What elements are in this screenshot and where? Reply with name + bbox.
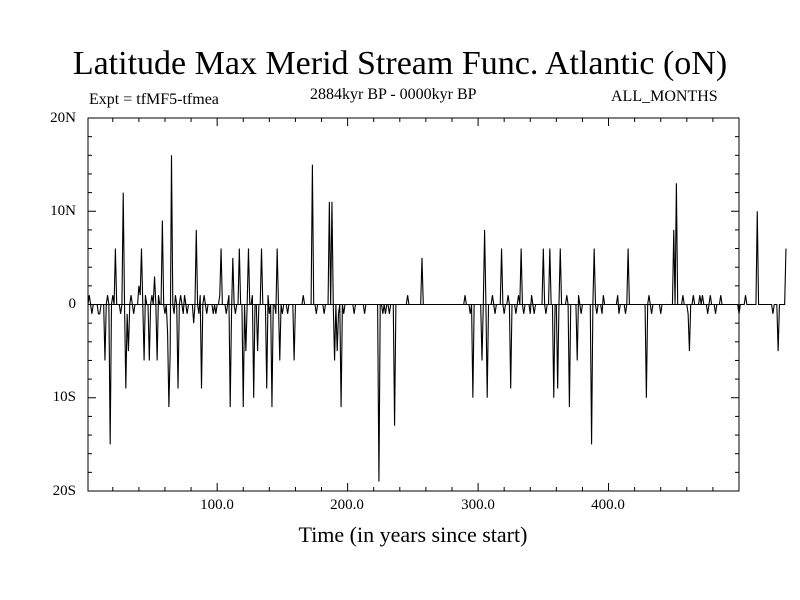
series-line	[87, 155, 787, 482]
x-tick-label: 400.0	[591, 497, 625, 513]
months-label: ALL_MONTHS	[611, 88, 718, 105]
x-tick-label: 100.0	[200, 497, 234, 513]
y-tick-label: 20N	[50, 110, 76, 126]
chart-title: Latitude Max Merid Stream Func. Atlantic…	[72, 45, 728, 82]
y-tick-label: 20S	[52, 483, 76, 499]
time-range-label: 2884kyr BP - 0000kyr BP	[310, 86, 477, 103]
axis-ticks	[88, 117, 739, 492]
y-tick-label: 10N	[50, 203, 76, 219]
x-tick-label: 300.0	[461, 497, 495, 513]
y-tick-label: 0	[68, 296, 77, 312]
y-tick-label: 10S	[52, 389, 76, 405]
x-axis-label: Time (in years since start)	[298, 522, 528, 547]
experiment-label: Expt = tfMF5-tfmea	[89, 91, 219, 108]
x-tick-label: 200.0	[330, 497, 364, 513]
